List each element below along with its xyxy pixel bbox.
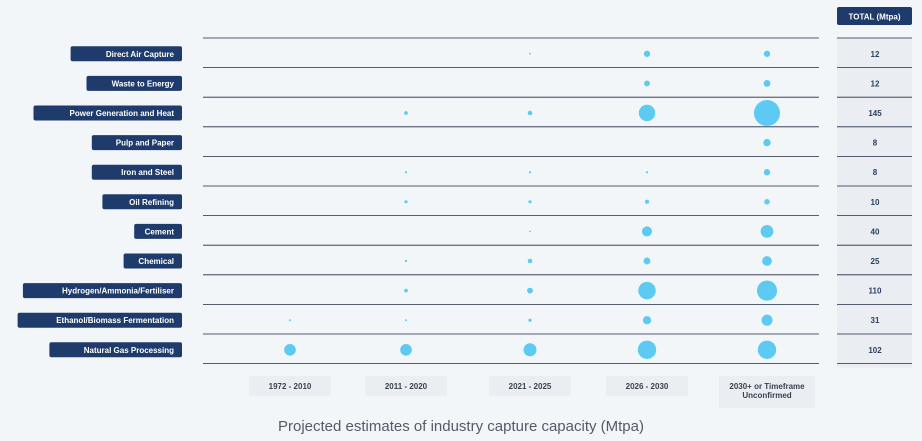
bubble — [527, 110, 533, 116]
bubble — [764, 199, 770, 205]
total-value: 102 — [868, 346, 882, 355]
bubble — [404, 171, 408, 174]
category-label-pill — [49, 342, 183, 358]
period-label: Unconfirmed — [742, 391, 791, 400]
bubble — [404, 111, 408, 115]
period-label-bg — [606, 376, 688, 396]
total-value: 110 — [869, 287, 882, 296]
category-label-pill — [91, 164, 182, 180]
category-label: Direct Air Capture — [106, 50, 175, 59]
period-label-bg — [365, 376, 447, 396]
total-value: 8 — [873, 139, 878, 148]
category-label-pill — [102, 194, 182, 210]
bubble — [641, 226, 653, 237]
period-label: 2026 - 2030 — [626, 382, 669, 391]
bubble — [645, 171, 649, 174]
bubble — [528, 171, 532, 174]
period-label-bg — [489, 376, 571, 396]
period-label: 2021 - 2025 — [509, 382, 552, 391]
total-value: 12 — [871, 50, 880, 59]
bubble — [528, 318, 532, 322]
total-column-bg — [837, 38, 912, 368]
category-label: Cement — [145, 227, 175, 236]
bubble — [754, 100, 780, 126]
bubble — [763, 138, 771, 147]
total-header-text: TOTAL (Mtpa) — [849, 13, 901, 22]
total-value: 10 — [871, 198, 880, 207]
category-label: Natural Gas Processing — [84, 346, 174, 355]
bubble — [757, 340, 777, 359]
bubble — [762, 256, 772, 266]
total-value: 25 — [871, 257, 880, 266]
bubble — [756, 280, 778, 301]
bubble — [637, 340, 657, 359]
bubble — [643, 257, 651, 265]
bubble — [527, 258, 533, 264]
total-value: 40 — [871, 227, 880, 236]
period-label: 2011 - 2020 — [385, 382, 428, 391]
category-label-pill — [33, 105, 182, 121]
bubble — [404, 259, 408, 263]
bubble — [404, 288, 408, 293]
bubble — [760, 225, 774, 238]
total-header-pill — [837, 7, 912, 25]
category-label: Oil Refining — [129, 198, 174, 207]
bubble — [763, 79, 771, 87]
category-label: Waste to Energy — [112, 79, 175, 88]
category-label: Ethanol/Biomass Fermentation — [56, 316, 174, 325]
bubble — [761, 314, 773, 326]
bubble — [763, 50, 771, 57]
bubble — [642, 316, 652, 325]
bubble — [644, 199, 650, 204]
bubble — [644, 80, 650, 87]
total-value: 145 — [868, 109, 882, 118]
category-label: Power Generation and Heat — [70, 109, 175, 118]
period-label-bg — [249, 376, 331, 396]
category-label-pill — [123, 253, 182, 269]
period-label: 1972 - 2010 — [269, 382, 312, 391]
category-label-pill — [134, 223, 182, 239]
bubble — [529, 230, 531, 233]
total-value: 12 — [871, 79, 880, 88]
total-value: 8 — [873, 168, 878, 177]
category-label: Chemical — [138, 257, 174, 266]
bubble — [528, 200, 532, 204]
bubble — [638, 104, 656, 122]
category-label-pill — [17, 312, 182, 328]
chart-caption: Projected estimates of industry capture … — [278, 418, 644, 435]
bubble — [404, 200, 408, 204]
bubble — [400, 343, 412, 356]
bubble — [763, 169, 771, 176]
category-label: Hydrogen/Ammonia/Fertiliser — [62, 287, 174, 296]
category-label-pill — [70, 46, 182, 62]
total-value: 31 — [871, 316, 880, 325]
period-label: 2030+ or Timeframe — [729, 382, 805, 391]
category-label-pill — [86, 75, 182, 91]
bubble — [529, 52, 531, 55]
category-label: Iron and Steel — [121, 168, 174, 177]
bubble — [405, 319, 407, 322]
bubble — [289, 319, 291, 322]
bubble — [284, 343, 296, 356]
bubble — [643, 50, 651, 57]
category-label-pill — [22, 283, 183, 299]
category-label-pill — [91, 135, 182, 151]
category-label: Pulp and Paper — [116, 139, 174, 148]
bubble — [523, 343, 537, 357]
bubble — [527, 287, 533, 294]
period-label-bg — [719, 376, 815, 408]
bubble — [638, 281, 656, 300]
